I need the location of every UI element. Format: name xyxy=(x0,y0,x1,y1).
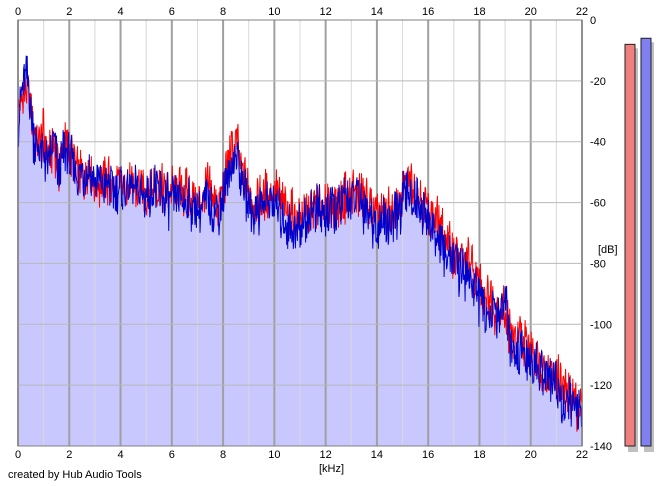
x-tick-label-bottom: 4 xyxy=(117,449,123,461)
y-tick-label: 0 xyxy=(590,15,596,27)
x-tick-label-top: 18 xyxy=(473,6,485,18)
y-tick-label: -80 xyxy=(590,258,606,270)
x-tick-label-bottom: 22 xyxy=(576,449,588,461)
x-tick-label-bottom: 14 xyxy=(371,449,383,461)
y-tick-label: -20 xyxy=(590,76,606,88)
x-tick-label-bottom: 16 xyxy=(422,449,434,461)
x-tick-label-bottom: 8 xyxy=(220,449,226,461)
y-tick-label: -100 xyxy=(590,319,612,331)
x-tick-label-top: 6 xyxy=(169,6,175,18)
x-tick-label-top: 16 xyxy=(422,6,434,18)
x-tick-labels-top: 0 2 4 6 8 10 12 14 16 18 20 22 xyxy=(15,6,588,18)
x-tick-label-bottom: 2 xyxy=(66,449,72,461)
level-meters xyxy=(624,37,654,452)
x-tick-label-top: 12 xyxy=(320,6,332,18)
level-meter-bar xyxy=(640,37,652,447)
series-line-blue xyxy=(17,55,583,430)
x-tick-label-bottom: 20 xyxy=(525,449,537,461)
x-tick-labels-bottom: 0 2 4 6 8 10 12 14 16 18 20 22 xyxy=(15,449,588,461)
x-axis-label: [kHz] xyxy=(319,463,344,475)
x-tick-label-bottom: 10 xyxy=(268,449,280,461)
x-tick-label-bottom: 12 xyxy=(320,449,332,461)
y-tick-label: -40 xyxy=(590,137,606,149)
y-tick-label: -60 xyxy=(590,198,606,210)
plot-frame xyxy=(17,19,583,447)
x-tick-label-top: 4 xyxy=(117,6,123,18)
x-tick-label-bottom: 0 xyxy=(15,449,21,461)
x-tick-label-top: 10 xyxy=(268,6,280,18)
y-tick-labels: 0 -20 -40 -60 -80 -100 -120 -140 xyxy=(590,15,612,453)
level-meter-bar xyxy=(624,43,636,447)
x-tick-label-top: 2 xyxy=(66,6,72,18)
credit-text: created by Hub Audio Tools xyxy=(8,469,142,481)
y-tick-label: -120 xyxy=(590,380,612,392)
x-tick-label-top: 0 xyxy=(15,6,21,18)
x-tick-label-bottom: 18 xyxy=(473,449,485,461)
y-axis-label: [dB] xyxy=(598,244,618,256)
x-tick-label-bottom: 6 xyxy=(169,449,175,461)
x-tick-label-top: 8 xyxy=(220,6,226,18)
x-tick-label-top: 22 xyxy=(576,6,588,18)
x-tick-label-top: 20 xyxy=(525,6,537,18)
grid-lines xyxy=(17,19,583,447)
x-tick-label-top: 14 xyxy=(371,6,383,18)
y-tick-label: -140 xyxy=(590,441,612,453)
